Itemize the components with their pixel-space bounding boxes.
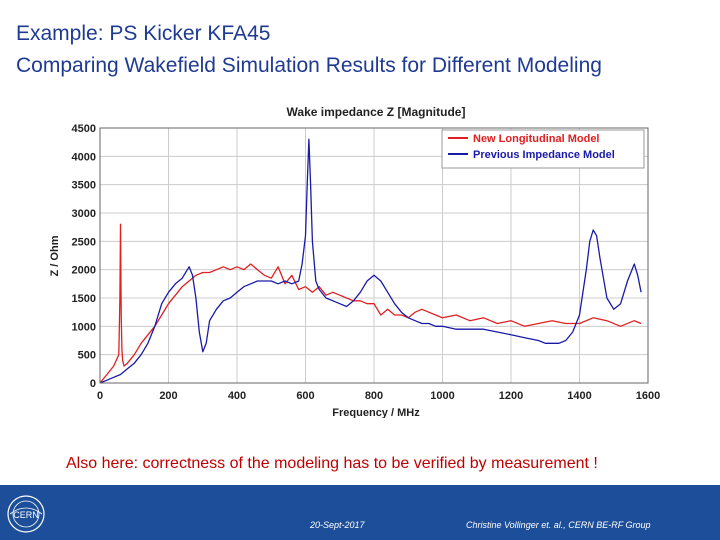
x-axis-label: Frequency / MHz (332, 407, 420, 418)
y-tick-label: 2000 (72, 265, 96, 277)
legend-entry-label: New Longitudinal Model (473, 133, 600, 145)
legend-entry-label: Previous Impedance Model (473, 149, 615, 161)
chart-svg: 0 200 400 600 800 1000 1200 1400 1600 0 500 1000 150… (50, 100, 670, 418)
footer-author: Christine Vollinger et. al., CERN BE-RF … (466, 520, 651, 530)
y-tick-label: 3500 (72, 180, 96, 192)
y-tick-label: 2500 (72, 236, 96, 248)
x-tick-label: 1000 (430, 390, 454, 402)
x-tick-label: 800 (365, 390, 383, 402)
y-tick-label: 4500 (72, 123, 96, 135)
legend-box (441, 129, 645, 169)
x-tick-label: 1600 (636, 390, 660, 402)
x-tick-label: 0 (97, 390, 103, 402)
footer-date: 20-Sept-2017 (310, 520, 365, 530)
series-line-new-longitudinal-model (99, 223, 642, 384)
slide-title-line-1: Example: PS Kicker KFA45 (16, 22, 271, 45)
y-axis-label: Z / Ohm (50, 235, 61, 276)
chart-legend: New Longitudinal Model Previous Impedance… (441, 129, 645, 169)
x-tick-label: 400 (228, 390, 246, 402)
chart-title: Wake impedance Z [Magnitude] (287, 105, 466, 119)
plot-frame (99, 127, 649, 384)
logo-text: CERN (13, 510, 39, 520)
x-tick-label: 200 (159, 390, 177, 402)
cern-logo-icon: CERN (7, 495, 45, 533)
impedance-chart: 0 200 400 600 800 1000 1200 1400 1600 0 500 1000 150… (50, 100, 670, 418)
y-tick-label: 1000 (72, 321, 96, 333)
x-tick-label: 1200 (499, 390, 523, 402)
y-tick-label: 3000 (72, 208, 96, 220)
series-line-previous-impedance-model (99, 138, 642, 384)
x-tick-label: 600 (296, 390, 314, 402)
y-tick-label: 1500 (72, 293, 96, 305)
y-tick-label: 0 (90, 378, 96, 390)
verification-note: Also here: correctness of the modeling h… (66, 455, 598, 472)
x-tick-label: 1400 (567, 390, 591, 402)
y-tick-label: 4000 (72, 151, 96, 163)
footer-bar (0, 485, 720, 540)
y-tick-label: 500 (78, 350, 96, 362)
slide-title-line-2: Comparing Wakefield Simulation Results f… (16, 54, 602, 77)
